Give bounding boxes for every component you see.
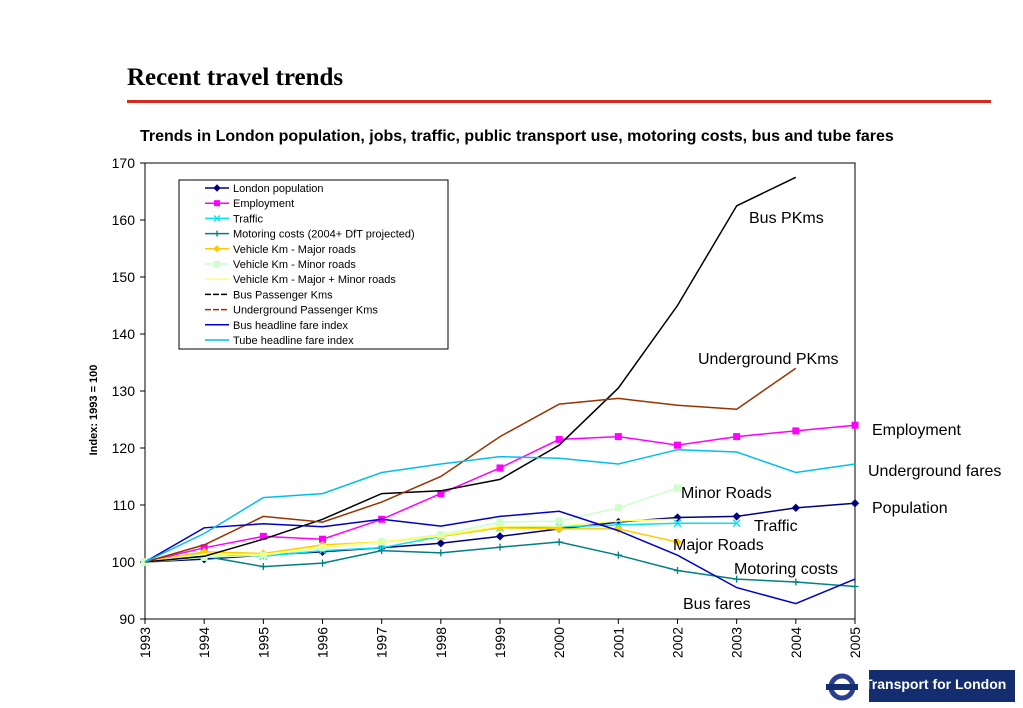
data-point <box>851 421 859 429</box>
data-point <box>213 245 221 253</box>
data-point <box>732 519 741 528</box>
data-point <box>496 543 504 551</box>
legend-label: Employment <box>233 198 294 210</box>
slide-title: Recent travel trends <box>127 64 344 91</box>
legend-label: Vehicle Km - Major roads <box>233 244 356 256</box>
data-point <box>732 512 741 521</box>
annotation-label: Bus PKms <box>749 210 824 227</box>
data-point <box>673 519 682 528</box>
series-line <box>144 367 797 563</box>
data-point <box>213 184 221 192</box>
y-tick-label: 110 <box>113 497 136 513</box>
data-point <box>495 532 505 541</box>
legend-label: Tube headline fare index <box>233 335 354 347</box>
data-point <box>555 435 563 443</box>
y-tick-label: 90 <box>119 611 135 627</box>
data-point <box>851 583 859 591</box>
y-tick-label: 120 <box>112 440 136 456</box>
y-tick-label: 100 <box>112 554 136 570</box>
data-point <box>378 547 386 555</box>
x-tick-label: 1996 <box>315 627 331 658</box>
data-point <box>496 464 504 472</box>
x-tick-label: 1994 <box>196 627 212 658</box>
annotation-label: Underground fares <box>868 463 1001 480</box>
annotation-label: Underground PKms <box>698 351 839 368</box>
x-tick-label: 2000 <box>551 627 567 658</box>
data-point <box>436 538 446 548</box>
annotation-label: Population <box>872 500 948 517</box>
x-tick-label: 1997 <box>374 627 390 658</box>
data-point <box>214 230 220 237</box>
data-point <box>319 544 326 552</box>
series-line <box>144 176 797 563</box>
data-point <box>791 503 801 513</box>
x-tick-label: 2005 <box>847 627 863 658</box>
annotation-label: Employment <box>872 422 961 439</box>
legend-label: Vehicle Km - Major + Minor roads <box>233 274 396 286</box>
annotation-label: Minor Roads <box>681 485 772 502</box>
legend-label: Bus headline fare index <box>233 320 348 332</box>
data-point <box>214 200 220 207</box>
y-tick-label: 130 <box>112 383 136 399</box>
data-point <box>214 261 220 267</box>
annotation-label: Traffic <box>754 518 798 535</box>
chart-title: Trends in London population, jobs, traff… <box>140 128 894 145</box>
series-line <box>144 518 678 563</box>
y-tick-label: 160 <box>112 212 136 228</box>
data-point <box>733 575 741 583</box>
data-point <box>614 433 622 441</box>
y-tick-label: 140 <box>112 326 136 342</box>
y-tick-label: 170 <box>112 155 136 171</box>
x-tick-label: 2001 <box>610 627 626 658</box>
annotation-label: Motoring costs <box>734 561 838 578</box>
data-point <box>496 518 504 526</box>
tfl-logo: Transport for London <box>824 668 1015 704</box>
y-tick-label: 150 <box>112 269 136 285</box>
data-point <box>850 499 860 508</box>
legend-label: Underground Passenger Kms <box>233 305 378 317</box>
roundel-icon <box>826 673 858 701</box>
series-line <box>144 510 856 605</box>
logo-text: Transport for London <box>864 676 1007 692</box>
data-point <box>733 433 741 441</box>
series-line <box>144 448 856 563</box>
legend-label: Traffic <box>233 213 263 225</box>
legend-label: London population <box>233 183 324 195</box>
legend-label: Bus Passenger Kms <box>233 289 333 301</box>
x-tick-label: 2003 <box>729 627 745 658</box>
x-tick-label: 1995 <box>255 627 271 658</box>
data-point <box>555 517 563 525</box>
data-point <box>792 578 800 586</box>
y-axis-label: Index: 1993 = 100 <box>88 365 100 456</box>
data-point <box>792 427 800 435</box>
data-point <box>213 214 221 222</box>
data-point <box>437 549 445 557</box>
title-rule <box>127 100 991 103</box>
x-tick-label: 1999 <box>492 627 508 658</box>
data-point <box>674 567 681 575</box>
annotation-label: Major Roads <box>673 537 764 554</box>
legend-label: Motoring costs (2004+ DfT projected) <box>233 229 415 241</box>
x-tick-label: 1993 <box>137 627 153 658</box>
data-point <box>554 524 564 534</box>
data-point <box>674 441 681 449</box>
data-point <box>555 538 563 546</box>
data-point <box>614 551 622 559</box>
x-tick-label: 2002 <box>670 627 686 658</box>
x-tick-label: 1998 <box>433 627 449 658</box>
data-point <box>674 484 681 492</box>
x-tick-label: 2004 <box>788 627 804 658</box>
legend-box <box>178 179 449 350</box>
annotation-label: Bus fares <box>683 596 751 613</box>
data-point <box>259 563 267 571</box>
data-point <box>319 559 326 567</box>
data-point <box>673 537 682 547</box>
logo-band <box>869 670 1015 702</box>
legend-label: Vehicle Km - Minor roads <box>233 259 356 271</box>
data-point <box>614 504 622 512</box>
